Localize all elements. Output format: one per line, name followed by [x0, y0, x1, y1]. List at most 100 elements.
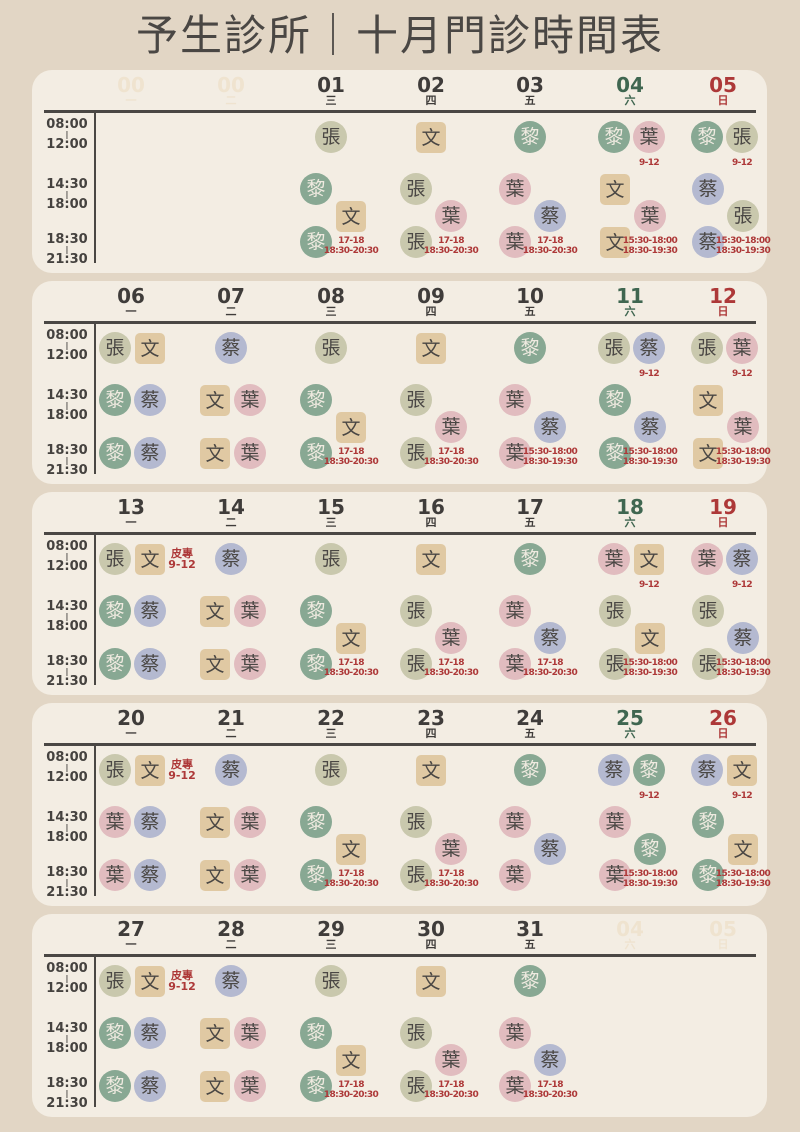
hours-note: 15:30-18:00 18:30-19:30: [622, 658, 678, 678]
doctor-ye-badge: 葉: [634, 200, 666, 232]
doctor-cai-badge: 蔡: [534, 622, 566, 654]
doctor-ye-badge: 葉: [435, 833, 467, 865]
date-number: 30: [417, 917, 445, 941]
specialty-label: 皮專: [171, 969, 193, 982]
hours-note: 17-18 18:30-20:30: [522, 658, 578, 678]
weekday-label: 二: [225, 305, 237, 318]
time-start: 18:30: [46, 443, 88, 458]
doctor-li-badge: 黎: [634, 833, 666, 865]
doctor-li-badge: 黎: [300, 173, 332, 205]
doctor-cai-badge: 蔡: [633, 332, 665, 364]
doctor-cai-badge: 蔡: [634, 411, 666, 443]
doctor-zhang-badge: 張: [315, 332, 347, 364]
doctor-wen-badge: 文: [727, 754, 757, 786]
hours-note: 17-18 18:30-20:30: [423, 447, 479, 467]
date-number: 13: [117, 495, 145, 519]
doctor-cai-badge: 蔡: [215, 543, 247, 575]
time-separator: |: [65, 1034, 69, 1043]
time-separator: |: [65, 130, 69, 139]
hours-note-line: 17-18: [438, 447, 464, 457]
time-divider: [94, 956, 96, 1107]
hours-note: 17-18 18:30-20:30: [522, 1080, 578, 1100]
hours-note: 15:30-18:00 18:30-19:30: [622, 869, 678, 889]
doctor-cai-badge: 蔡: [134, 595, 166, 627]
doctor-cai-badge: 蔡: [534, 411, 566, 443]
doctor-zhang-badge: 張: [400, 1070, 432, 1102]
doctor-cai-badge: 蔡: [134, 806, 166, 838]
time-start: 14:30: [46, 810, 88, 825]
doctor-ye-badge: 葉: [234, 595, 266, 627]
date-number: 21: [217, 706, 245, 730]
doctor-li-badge: 黎: [99, 595, 131, 627]
weekday-label: 三: [325, 516, 337, 529]
date-number: 05: [709, 917, 737, 941]
doctor-ye-badge: 葉: [499, 648, 531, 680]
doctor-wen-badge: 文: [200, 648, 230, 680]
doctor-wen-badge: 文: [416, 965, 446, 997]
time-end: 21:30: [46, 1096, 88, 1111]
doctor-zhang-badge: 張: [692, 648, 724, 680]
doctor-ye-badge: 葉: [499, 1070, 531, 1102]
doctor-ye-badge: 葉: [234, 384, 266, 416]
time-separator: |: [65, 401, 69, 410]
specialty-note: 皮專 9-12: [167, 548, 197, 570]
doctor-wen-badge: 文: [693, 437, 723, 469]
doctor-wen-badge: 文: [200, 1070, 230, 1102]
week-panel: 08:00 | 12:00 14:30 | 18:00 18:30 | 21:30 27 一張文皮專…: [32, 914, 767, 1117]
date-number: 02: [417, 73, 445, 97]
doctor-li-badge: 黎: [300, 595, 332, 627]
time-end: 12:00: [46, 770, 88, 785]
doctor-cai-badge: 蔡: [691, 754, 723, 786]
date-number: 22: [317, 706, 345, 730]
doctor-cai-badge: 蔡: [598, 754, 630, 786]
doctor-li-badge: 黎: [692, 806, 724, 838]
hours-note: 15:30-18:00 18:30-19:30: [715, 236, 771, 256]
doctor-ye-badge: 葉: [499, 437, 531, 469]
date-number: 00: [217, 73, 245, 97]
doctor-li-badge: 黎: [300, 648, 332, 680]
doctor-wen-badge: 文: [336, 833, 366, 865]
time-slot-label: 18:30 | 21:30: [42, 443, 92, 478]
time-separator: |: [65, 341, 69, 350]
doctor-li-badge: 黎: [514, 543, 546, 575]
doctor-cai-badge: 蔡: [534, 200, 566, 232]
time-slot-label: 14:30 | 18:00: [42, 810, 92, 845]
date-number: 01: [317, 73, 345, 97]
weekday-label: 四: [425, 727, 437, 740]
doctor-li-badge: 黎: [599, 437, 631, 469]
hours-note-line: 18:30-20:30: [423, 1090, 479, 1100]
time-start: 14:30: [46, 388, 88, 403]
hours-note: 17-18 18:30-20:30: [423, 658, 479, 678]
doctor-wen-badge: 文: [200, 806, 230, 838]
time-end: 12:00: [46, 348, 88, 363]
time-slot-label: 18:30 | 21:30: [42, 232, 92, 267]
doctor-zhang-badge: 張: [400, 859, 432, 891]
doctor-li-badge: 黎: [300, 384, 332, 416]
doctor-li-badge: 黎: [99, 437, 131, 469]
doctor-ye-badge: 葉: [727, 411, 759, 443]
doctor-cai-badge: 蔡: [134, 859, 166, 891]
time-end: 18:00: [46, 619, 88, 634]
date-number: 08: [317, 284, 345, 308]
doctor-zhang-badge: 張: [599, 648, 631, 680]
date-number: 24: [516, 706, 544, 730]
hours-note-line: 18:30-19:30: [622, 457, 678, 467]
weekday-label: 一: [125, 94, 137, 107]
hours-note: 9-12: [638, 158, 660, 168]
weekday-label: 六: [624, 305, 636, 318]
hours-note: 15:30-18:00 18:30-19:30: [622, 236, 678, 256]
hours-note-line: 17-18: [338, 1080, 364, 1090]
time-slot-label: 14:30 | 18:00: [42, 1021, 92, 1056]
hours-note-line: 17-18: [338, 236, 364, 246]
header-divider: [44, 954, 756, 957]
weekday-label: 六: [624, 727, 636, 740]
weekday-label: 四: [425, 305, 437, 318]
hours-note: 17-18 18:30-20:30: [423, 1080, 479, 1100]
weekday-label: 二: [225, 938, 237, 951]
doctor-wen-badge: 文: [635, 622, 665, 654]
date-number: 06: [117, 284, 145, 308]
doctor-wen-badge: 文: [336, 411, 366, 443]
hours-note-line: 15:30-18:00: [715, 658, 771, 668]
weekday-label: 日: [717, 516, 729, 529]
doctor-ye-badge: 葉: [234, 1070, 266, 1102]
